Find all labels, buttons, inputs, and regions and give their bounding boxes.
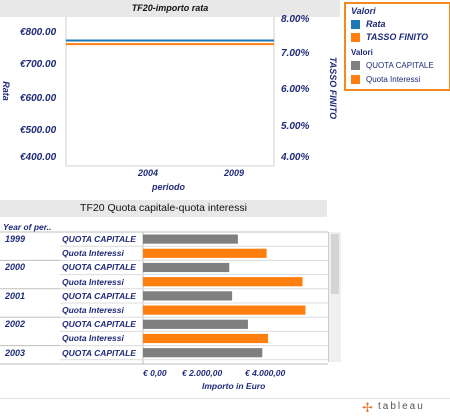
bar-2001-quota-capitale[interactable] xyxy=(143,291,233,301)
footer-divider xyxy=(0,398,450,399)
row-header: Year of per.. xyxy=(3,222,52,232)
bar-1999-quota-capitale[interactable] xyxy=(143,234,238,244)
year-label-2003: 2003 xyxy=(5,347,26,358)
left-tick-700: €700.00 xyxy=(20,59,57,70)
row-label-2001-quota-interessi: Quota Interessi xyxy=(62,305,124,315)
x-axis-label: periodo xyxy=(152,182,185,192)
legend-swatch-quota-capitale xyxy=(351,61,360,70)
legend-label-tasso[interactable]: TASSO FINITO xyxy=(366,32,429,42)
tableau-brand-text: tableau xyxy=(378,401,425,412)
legend-title-2: Valori xyxy=(351,48,373,57)
x-tick-2004: 2004 xyxy=(138,168,159,178)
right-tick-5: 5.00% xyxy=(281,121,310,132)
year-label-2001: 2001 xyxy=(5,290,26,301)
bottom-x-axis-label: Importo in Euro xyxy=(202,381,266,391)
legend-title-1: Valori xyxy=(351,6,376,16)
year-label-1999: 1999 xyxy=(5,234,26,244)
right-tick-4: 4.00% xyxy=(281,152,310,163)
top-chart-plot xyxy=(65,17,275,167)
row-label-2000-quota-capitale: QUOTA CAPITALE xyxy=(62,262,136,273)
vertical-scrollbar[interactable] xyxy=(328,232,341,362)
bar-2001-quota-interessi[interactable] xyxy=(143,305,306,315)
row-label-2003-quota-capitale: QUOTA CAPITALE xyxy=(62,347,136,358)
legend-label-quota-interessi[interactable]: Quota Interessi xyxy=(366,75,421,84)
bottom-x-tick-4000: € 4.000,00 xyxy=(245,368,286,378)
row-label-2000-quota-interessi: Quota Interessi xyxy=(62,276,124,287)
year-label-2002: 2002 xyxy=(5,319,26,330)
row-label-2002-quota-capitale: QUOTA CAPITALE xyxy=(62,319,136,330)
row-label-1999-quota-capitale: QUOTA CAPITALE xyxy=(62,234,136,244)
right-tick-8: 8.00% xyxy=(281,14,310,25)
legend-swatch-rata xyxy=(351,20,360,29)
bar-2002-quota-capitale[interactable] xyxy=(143,319,248,329)
left-tick-800: €800.00 xyxy=(20,27,57,38)
top-chart-title: TF20-importo rata xyxy=(0,0,340,17)
left-tick-500: €500.00 xyxy=(20,125,57,136)
x-tick-2009: 2009 xyxy=(224,168,245,178)
scrollbar-thumb[interactable] xyxy=(331,234,339,294)
bottom-chart-title: TF20 Quota capitale-quota interessi xyxy=(0,200,327,217)
row-label-2001-quota-capitale: QUOTA CAPITALE xyxy=(62,290,136,301)
legend-label-quota-capitale[interactable]: QUOTA CAPITALE xyxy=(366,61,434,70)
bar-2003-quota-capitale[interactable] xyxy=(143,348,263,358)
tableau-logo-icon: ✢ xyxy=(362,400,373,415)
legend: Valori Rata TASSO FINITO Valori QUOTA CA… xyxy=(344,2,450,91)
legend-swatch-quota-interessi xyxy=(351,75,360,84)
bar-1999-quota-interessi[interactable] xyxy=(143,248,267,258)
bar-2000-quota-interessi[interactable] xyxy=(143,277,303,287)
row-label-2002-quota-interessi: Quota Interessi xyxy=(62,333,124,344)
bottom-x-tick-2000: € 2.000,00 xyxy=(182,368,223,378)
right-tick-6: 6.00% xyxy=(281,84,310,95)
right-tick-7: 7.00% xyxy=(281,48,310,59)
left-tick-600: €600.00 xyxy=(20,93,57,104)
left-tick-400: €400.00 xyxy=(20,152,57,163)
bottom-x-tick-0: € 0,00 xyxy=(143,368,167,378)
legend-swatch-tasso xyxy=(351,33,360,42)
year-label-2000: 2000 xyxy=(5,262,26,273)
bar-2002-quota-interessi[interactable] xyxy=(143,333,269,344)
row-label-1999-quota-interessi: Quota Interessi xyxy=(62,248,124,259)
legend-label-rata[interactable]: Rata xyxy=(366,19,386,29)
bar-2000-quota-capitale[interactable] xyxy=(143,262,230,273)
